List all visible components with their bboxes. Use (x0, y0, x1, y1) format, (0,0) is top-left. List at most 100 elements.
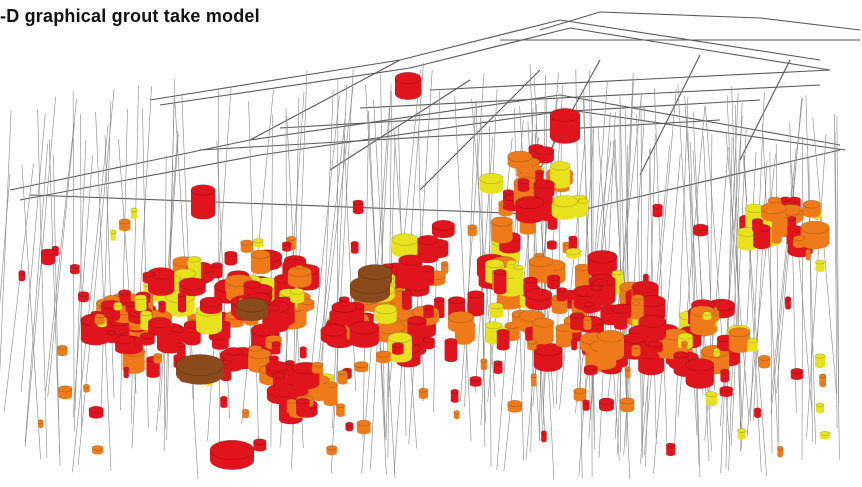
grout-take-cylinder (517, 178, 530, 192)
grout-take-cylinder (272, 372, 287, 397)
grout-take-cylinder (784, 296, 792, 310)
grout-take-cylinder (114, 335, 136, 354)
grout-take-cylinder (569, 312, 585, 331)
borehole-line (454, 95, 472, 441)
grout-take-cylinder (642, 273, 650, 283)
grout-take-cylinder (818, 373, 827, 387)
borehole-line (120, 108, 128, 411)
grout-take-cylinder (349, 321, 380, 348)
grout-take-cylinder (242, 408, 250, 419)
grout-take-cylinder (57, 344, 68, 357)
borehole-line (643, 89, 677, 456)
borehole-line (95, 111, 112, 471)
borehole-line (789, 122, 797, 413)
borehole-line (131, 86, 152, 449)
borehole-line (0, 110, 12, 374)
grout-take-cylinder (335, 403, 346, 417)
grout-take-cylinder (295, 264, 304, 276)
borehole-line (740, 151, 757, 452)
grout-take-cylinder (211, 262, 223, 279)
grout-take-cylinder (125, 301, 137, 313)
grout-take-cylinder (352, 199, 364, 215)
grout-take-cylinder (281, 241, 292, 252)
grout-take-cylinder (685, 358, 715, 389)
borehole-line (687, 114, 700, 465)
grout-take-cylinder (391, 342, 404, 355)
grout-take-cylinder (720, 368, 730, 383)
grout-take-cylinder (549, 161, 571, 189)
grout-take-cylinder (289, 287, 305, 304)
borehole-line (330, 68, 354, 474)
grout-take-cylinder (106, 330, 116, 343)
grout-take-cylinder (705, 391, 718, 407)
grout-take-cylinder (69, 263, 80, 275)
gallery-line (539, 11, 861, 31)
grout-take-cylinder (375, 350, 392, 364)
grout-take-cylinder (619, 397, 635, 413)
grout-take-cylinders (18, 72, 831, 470)
grout-take-cylinder (134, 294, 147, 312)
grout-take-cylinder (331, 301, 358, 325)
grout-take-cylinder (320, 324, 348, 345)
borehole-line (460, 73, 485, 401)
grout-take-cylinder (295, 397, 310, 411)
grout-take-cylinder (597, 330, 625, 361)
grout-take-cylinder (37, 419, 44, 428)
grout-take-cylinder (496, 328, 510, 351)
grout-take-cylinder (220, 395, 228, 408)
gallery-line (559, 149, 841, 216)
grout-take-cylinder (82, 383, 90, 393)
borehole-line (753, 160, 768, 421)
grout-take-cylinder (18, 270, 26, 282)
grout-take-cylinder (624, 366, 631, 379)
grout-take-cylinder (524, 288, 553, 311)
grout-take-cylinder (209, 439, 255, 470)
grout-take-cylinder (540, 430, 547, 443)
grout-take-cylinder (447, 310, 474, 333)
borehole-line (731, 129, 747, 446)
grout-take-cylinder (450, 388, 459, 403)
grout-take-cylinder (268, 355, 279, 365)
borehole-line (343, 134, 356, 392)
grout-take-cylinder (264, 304, 280, 322)
borehole-line (762, 123, 779, 448)
grout-take-cylinder (490, 216, 513, 244)
borehole-line (653, 154, 681, 474)
grout-take-cylinder (407, 315, 427, 339)
borehole-line (805, 95, 816, 445)
grout-take-cylinder (533, 342, 563, 372)
grout-take-cylinder (139, 332, 155, 346)
grout-take-cylinder (469, 375, 482, 387)
figure-title: -D graphical grout take model (0, 6, 260, 26)
grout-take-cylinder (253, 438, 267, 452)
grout-take-cylinder (713, 347, 720, 357)
borehole-line (640, 96, 643, 459)
grout-take-cylinder (515, 196, 545, 224)
grout-take-cylinder (153, 353, 163, 364)
borehole-line (770, 147, 797, 401)
grout-take-cylinder (489, 302, 504, 318)
borehole-line (704, 147, 729, 441)
borehole-line (72, 124, 109, 473)
grout-take-cylinder (110, 229, 117, 241)
gallery-line (199, 119, 721, 151)
grout-take-cylinder (815, 402, 825, 413)
grout-take-cylinder (534, 252, 544, 266)
grout-take-cylinder (815, 259, 825, 272)
grout-take-cylinder (357, 264, 393, 289)
grout-take-cylinder (790, 367, 804, 380)
borehole-line (45, 98, 77, 391)
grout-take-cylinder (118, 289, 132, 306)
grout-take-cylinder (94, 313, 106, 325)
grout-take-cylinder (610, 303, 633, 320)
grout-take-cylinder (549, 108, 581, 144)
grout-take-cylinder (250, 249, 271, 275)
grout-take-cylinder (326, 445, 338, 456)
grout-take-cylinder (665, 442, 676, 456)
grout-take-cylinder (546, 240, 557, 250)
grout-take-cylinder (123, 366, 130, 379)
grout-take-cylinder (311, 361, 324, 374)
grout-take-cylinder (573, 387, 587, 402)
grout-take-cylinder (356, 419, 371, 435)
